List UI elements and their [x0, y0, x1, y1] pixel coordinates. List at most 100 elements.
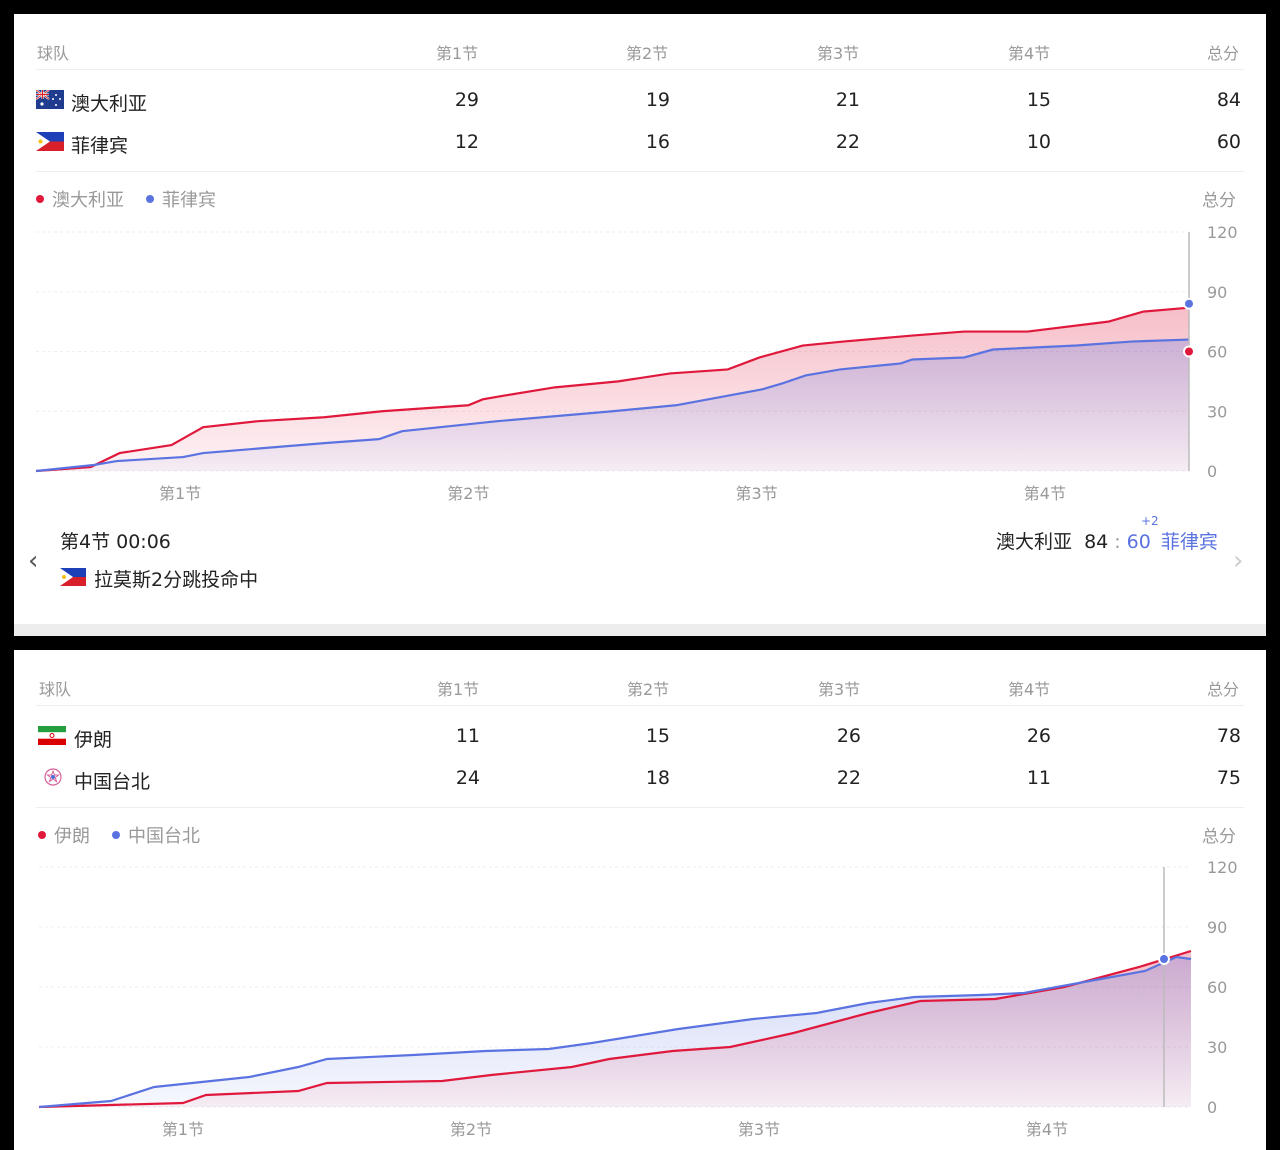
header-q4: 第4节 [1008, 44, 1051, 63]
header-divider [36, 69, 1244, 70]
chinese-taipei-flag-icon [44, 768, 62, 786]
x-tick-label: 第1节 [162, 1120, 204, 1139]
score-philippines-q2: 16 [645, 131, 670, 153]
y-tick-label: 60 [1207, 343, 1227, 362]
header-divider [36, 705, 1244, 706]
header-total: 总分 [1207, 680, 1240, 699]
scoreboard-panel-2: 球队 第1节 第2节 第3节 第4节 总分 伊朗 11 15 26 26 78 … [14, 650, 1266, 1150]
highlight-point [1183, 345, 1195, 358]
highlight-point [1183, 297, 1195, 310]
header-team: 球队 [37, 44, 70, 63]
table-divider [36, 807, 1244, 808]
score-iran-q3: 26 [836, 725, 861, 747]
legend-dot-blue [146, 195, 154, 203]
score-iran-q1: 11 [455, 725, 480, 747]
score-iran-q2: 15 [645, 725, 670, 747]
header-q1: 第1节 [437, 680, 480, 699]
team-name-australia: 澳大利亚 [71, 93, 148, 115]
team-name-chinese-taipei: 中国台北 [74, 771, 151, 793]
series-line-1 [35, 338, 1190, 473]
x-tick-label: 第2节 [447, 484, 489, 503]
team-name-philippines: 菲律宾 [71, 135, 129, 157]
score-iran-q4: 26 [1026, 725, 1051, 747]
legend-item-chinese-taipei[interactable]: 中国台北 [112, 822, 200, 848]
header-q4: 第4节 [1008, 680, 1051, 699]
score-chinese-taipei-total: 75 [1216, 767, 1241, 789]
header-total: 总分 [1207, 44, 1240, 63]
scoreboard-panel-1: 球队 第1节 第2节 第3节 第4节 总分 澳大利亚 29 19 21 15 8… [14, 14, 1266, 636]
legend-item-iran[interactable]: 伊朗 [38, 822, 90, 848]
event-time: 第4节 00:06 [60, 531, 171, 553]
legend-item-australia[interactable]: 澳大利亚 [36, 186, 124, 212]
event-scoreline: 澳大利亚 84:60 菲律宾 [996, 531, 1218, 553]
y-tick-label: 90 [1207, 918, 1227, 937]
series-line-0 [38, 949, 1192, 1109]
header-q1: 第1节 [436, 44, 479, 63]
x-tick-label: 第3节 [738, 1120, 780, 1139]
x-tick-label: 第4节 [1026, 1120, 1068, 1139]
x-tick-label: 第3节 [736, 484, 778, 503]
next-event-arrow[interactable]: › [1233, 546, 1244, 576]
panel-footer-bar [14, 624, 1266, 636]
series-line-1 [38, 955, 1192, 1109]
score-chinese-taipei-q1: 24 [455, 767, 480, 789]
legend-dot-blue [112, 831, 120, 839]
header-q2: 第2节 [627, 680, 670, 699]
score-australia-q1: 29 [454, 89, 479, 111]
y-tick-label: 30 [1207, 1038, 1227, 1057]
header-team: 球队 [39, 680, 72, 699]
y-tick-label: 120 [1207, 223, 1238, 242]
highlight-point [1158, 953, 1170, 965]
series-line-0 [35, 306, 1190, 473]
series-area-1 [39, 957, 1191, 1107]
philippines-flag-icon [60, 568, 86, 586]
legend-dot-red [38, 831, 46, 839]
philippines-flag-icon [36, 132, 64, 151]
header-q3: 第3节 [818, 680, 861, 699]
score-philippines-q3: 22 [835, 131, 860, 153]
prev-event-arrow[interactable]: ‹ [28, 546, 39, 576]
y-tick-label: 30 [1207, 402, 1227, 421]
legend-label-iran: 伊朗 [54, 826, 90, 847]
y-axis-title: 总分 [1202, 191, 1236, 211]
table-divider [36, 171, 1244, 172]
legend-dot-red [36, 195, 44, 203]
score-philippines-q1: 12 [454, 131, 479, 153]
legend-label-chinese-taipei: 中国台北 [128, 826, 200, 847]
score-chinese-taipei-q2: 18 [645, 767, 670, 789]
score-chinese-taipei-q3: 22 [836, 767, 861, 789]
x-tick-label: 第1节 [159, 484, 201, 503]
event-description: 拉莫斯2分跳投命中 [94, 569, 259, 591]
chart-legend: 伊朗 中国台北 [38, 822, 222, 848]
y-tick-label: 0 [1207, 462, 1217, 481]
y-tick-label: 90 [1207, 283, 1227, 302]
header-q3: 第3节 [817, 44, 860, 63]
australia-flag-icon [36, 90, 64, 109]
score-australia-total: 84 [1216, 89, 1241, 111]
scoreline-team-b: 菲律宾 [1160, 531, 1218, 553]
y-tick-label: 60 [1207, 978, 1227, 997]
iran-flag-icon [38, 726, 66, 745]
y-tick-label: 0 [1207, 1098, 1217, 1117]
header-q2: 第2节 [626, 44, 669, 63]
scoreline-score-a: 84 [1084, 531, 1109, 553]
score-australia-q4: 15 [1026, 89, 1051, 111]
score-australia-q3: 21 [835, 89, 860, 111]
scoreline-team-a: 澳大利亚 [996, 531, 1073, 553]
score-philippines-q4: 10 [1026, 131, 1051, 153]
score-philippines-total: 60 [1216, 131, 1241, 153]
y-axis-title: 总分 [1202, 827, 1236, 847]
score-australia-q2: 19 [645, 89, 670, 111]
score-delta: +2 [1141, 514, 1159, 528]
score-iran-total: 78 [1216, 725, 1241, 747]
legend-item-philippines[interactable]: 菲律宾 [146, 186, 216, 212]
x-tick-label: 第2节 [450, 1120, 492, 1139]
x-tick-label: 第4节 [1024, 484, 1066, 503]
score-chinese-taipei-q4: 11 [1026, 767, 1051, 789]
series-area-1 [36, 339, 1189, 471]
legend-label-australia: 澳大利亚 [52, 190, 124, 211]
y-tick-label: 120 [1207, 858, 1238, 877]
legend-label-philippines: 菲律宾 [162, 190, 216, 211]
